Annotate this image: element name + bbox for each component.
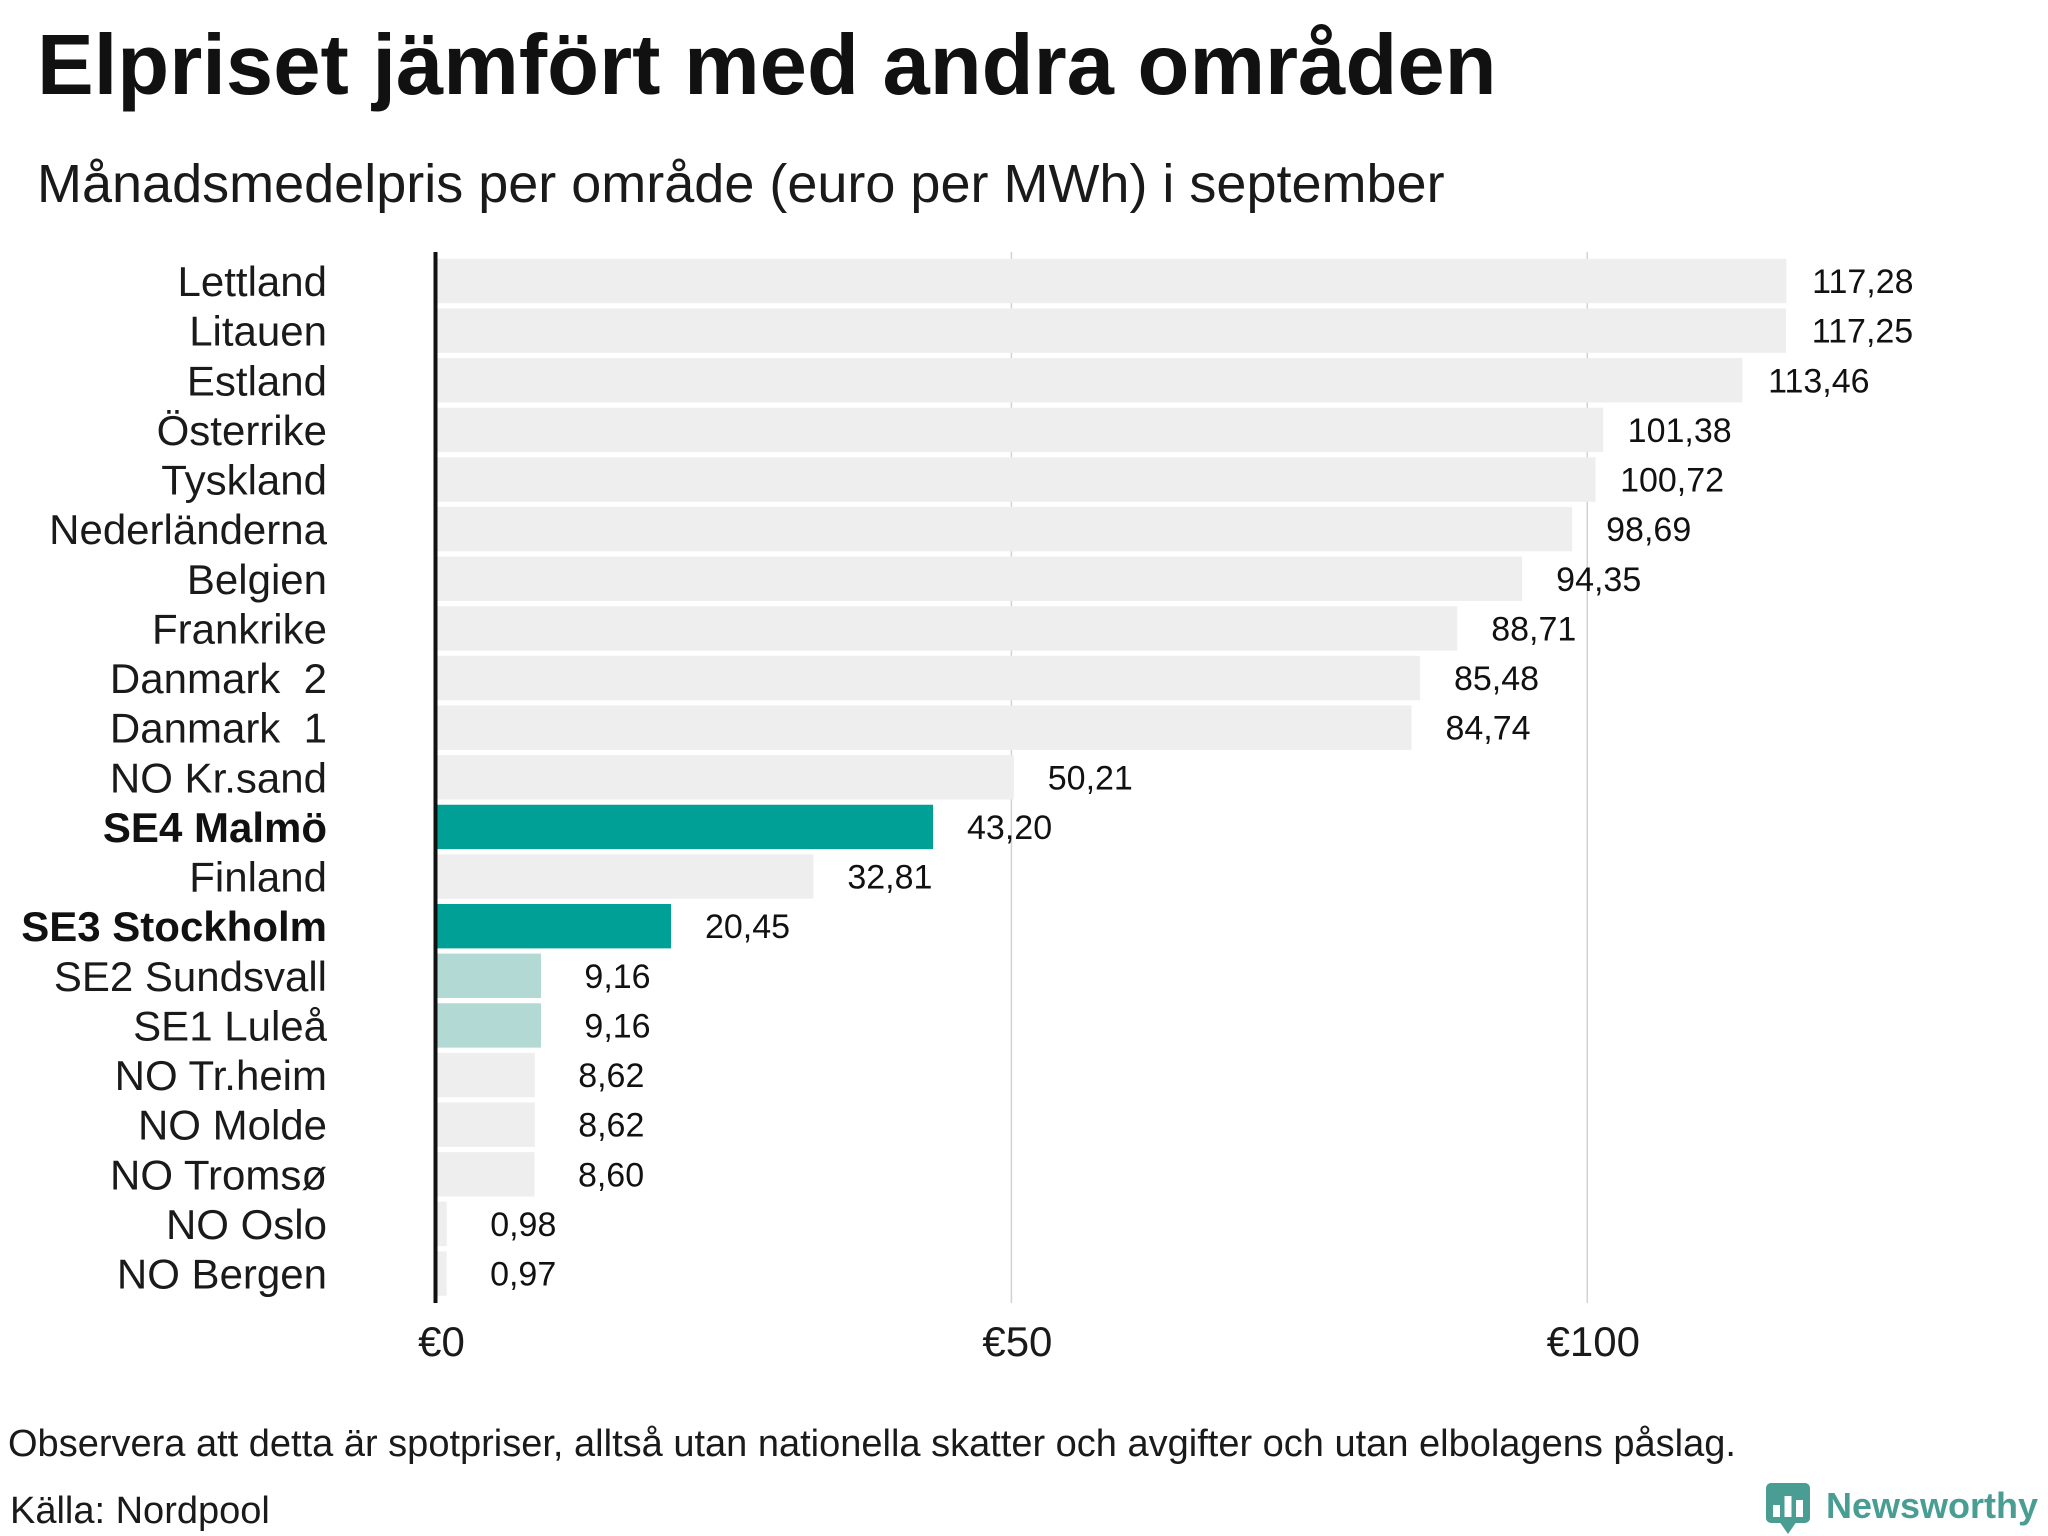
category-label: Frankrike: [152, 605, 327, 652]
source-credit: Källa: Nordpool: [10, 1490, 270, 1532]
data-label: 9,16: [584, 1007, 650, 1045]
bar: [435, 655, 1421, 701]
category-label: NO Oslo: [166, 1201, 327, 1248]
category-label: Finland: [189, 854, 327, 901]
category-label: Belgien: [187, 556, 327, 603]
bar: [435, 506, 1573, 552]
bar: [435, 457, 1596, 502]
category-label: NO Bergen: [117, 1251, 327, 1298]
bar: [435, 903, 672, 949]
bar: [435, 556, 1523, 601]
data-label: 0,98: [490, 1206, 556, 1244]
category-label: Nederländerna: [49, 506, 328, 553]
chart-subtitle: Månadsmedelpris per område (euro per MWh…: [37, 154, 1445, 214]
chart-title: Elpriset jämfört med andra områden: [37, 18, 1497, 113]
logo-icon-bar: [1784, 1496, 1792, 1517]
bar: [435, 1052, 535, 1098]
data-label: 8,60: [578, 1156, 644, 1194]
data-label: 88,71: [1491, 610, 1576, 648]
category-label: SE3 Stockholm: [21, 903, 327, 950]
data-labels: 117,28 117,25 113,46 101,38 100,72 98,69 94,35…: [490, 263, 1913, 1294]
data-label: 113,46: [1768, 362, 1869, 400]
data-label: 43,20: [967, 809, 1052, 847]
category-label: Tyskland: [161, 457, 327, 504]
bar: [435, 953, 542, 999]
data-label: 0,97: [490, 1256, 556, 1294]
logo-wordmark: Newsworthy: [1826, 1485, 2038, 1526]
bar: [435, 407, 1604, 453]
bar: [435, 705, 1412, 750]
data-label: 94,35: [1556, 561, 1641, 599]
category-label: NO Tromsø: [110, 1151, 327, 1198]
data-label: 117,25: [1812, 313, 1913, 351]
category-label: NO Molde: [138, 1102, 327, 1149]
data-label: 84,74: [1445, 710, 1530, 748]
category-label: Litauen: [189, 308, 327, 355]
data-label: 85,48: [1454, 660, 1539, 698]
logo-icon-bar: [1773, 1505, 1780, 1517]
category-label: SE1 Luleå: [133, 1002, 327, 1049]
bar: [435, 606, 1458, 651]
logo-icon-tail: [1779, 1521, 1797, 1534]
bar: [435, 1003, 542, 1048]
bar-chart-speech-bubble-icon: [1766, 1483, 1810, 1534]
bar: [435, 755, 1014, 800]
x-tick-label: €100: [1547, 1318, 1640, 1365]
data-label: 8,62: [578, 1107, 644, 1145]
x-tick-label: €50: [982, 1318, 1052, 1365]
bar: [435, 1152, 535, 1197]
data-label: 117,28: [1812, 263, 1913, 301]
category-labels: LettlandLitauenEstlandÖsterrikeTysklandN…: [21, 258, 327, 1298]
category-label: NO Kr.sand: [110, 754, 327, 801]
data-label: 101,38: [1628, 412, 1732, 450]
x-tick-label: €0: [418, 1318, 465, 1365]
data-label: 20,45: [705, 908, 790, 946]
bar: [435, 258, 1787, 304]
bar: [435, 1201, 447, 1247]
category-label: Danmark 1: [110, 705, 327, 752]
bar: [435, 854, 814, 899]
category-label: Estland: [187, 357, 327, 404]
data-label: 50,21: [1048, 759, 1133, 797]
data-label: 9,16: [584, 958, 650, 996]
bar: [435, 804, 934, 850]
data-label: 32,81: [847, 859, 932, 897]
footnote: Observera att detta är spotpriser, allts…: [8, 1423, 1736, 1465]
category-label: SE2 Sundsvall: [54, 953, 327, 1000]
category-label: SE4 Malmö: [103, 804, 327, 851]
category-label: Lettland: [178, 258, 327, 305]
bar: [435, 358, 1743, 403]
data-label: 8,62: [578, 1057, 644, 1095]
bar: [435, 1251, 447, 1296]
bar: [435, 1102, 535, 1147]
category-label: Österrike: [157, 407, 327, 454]
category-label: Danmark 2: [110, 655, 327, 702]
data-label: 98,69: [1606, 511, 1691, 549]
data-label: 100,72: [1620, 462, 1724, 500]
category-label: NO Tr.heim: [115, 1052, 327, 1099]
logo-icon-bar: [1796, 1500, 1803, 1517]
newsworthy-logo: Newsworthy: [1766, 1483, 2038, 1534]
x-tick-labels: €0 €50 €100: [418, 1318, 1640, 1365]
bars: [435, 258, 1787, 1296]
bar: [435, 308, 1786, 353]
